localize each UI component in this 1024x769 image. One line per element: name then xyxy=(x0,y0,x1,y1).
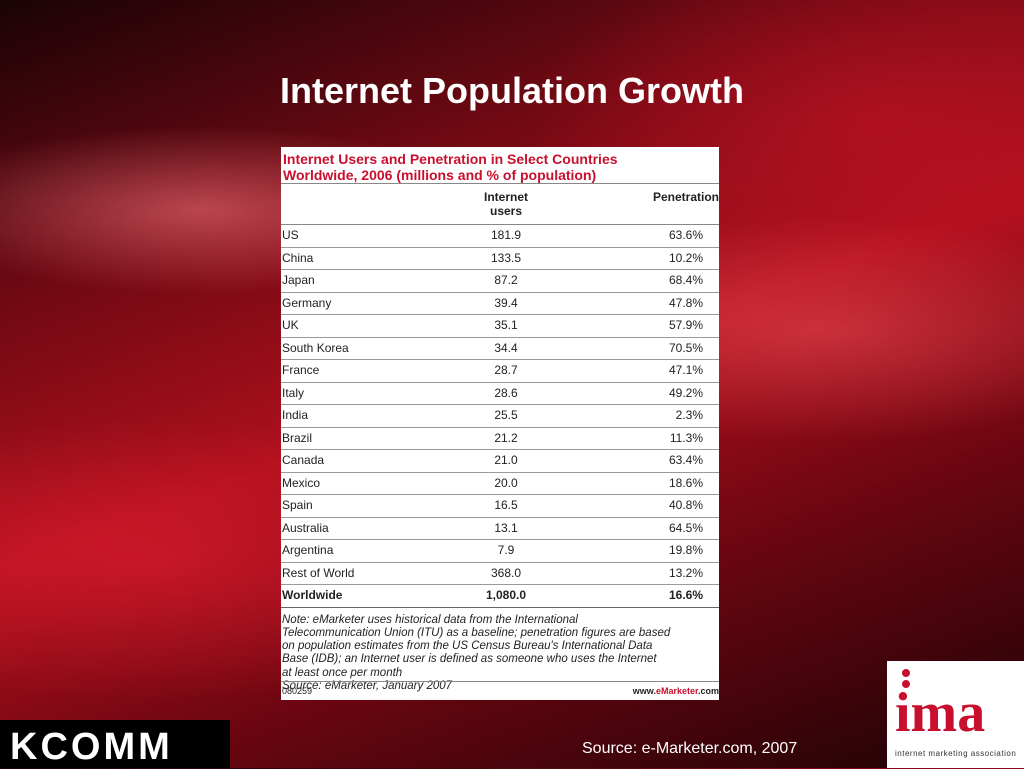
row-users: 16.5 xyxy=(494,498,518,512)
table-row: Japan 87.2 68.4% xyxy=(281,270,719,293)
row-country: France xyxy=(282,363,320,377)
table-row: US 181.9 63.6% xyxy=(281,225,719,248)
total-users: 1,080.0 xyxy=(485,588,527,602)
row-country: China xyxy=(282,250,314,265)
row-penetration: 70.5% xyxy=(668,340,703,355)
table-title-line-1: Internet Users and Penetration in Select… xyxy=(283,151,618,167)
ima-tagline: internet marketing association xyxy=(895,749,1017,758)
kcomm-logo: KCOMM xyxy=(0,720,230,768)
note-line: Source: eMarketer, January 2007 xyxy=(282,679,453,692)
ima-logo-text: ima xyxy=(895,682,986,744)
slide-title: Internet Population Growth xyxy=(280,70,744,111)
row-country: Japan xyxy=(282,273,315,287)
row-penetration: 11.3% xyxy=(669,430,703,445)
row-users: 181.9 xyxy=(490,228,522,242)
row-country: US xyxy=(282,228,299,242)
row-users: 34.4 xyxy=(494,340,518,355)
row-penetration: 47.1% xyxy=(668,363,703,377)
row-users: 39.4 xyxy=(494,295,518,310)
header-penetration: Penetration xyxy=(652,190,719,204)
note-line: Note: eMarketer uses historical data fro… xyxy=(282,613,578,626)
total-country: Worldwide xyxy=(282,588,343,602)
row-users: 28.6 xyxy=(494,385,518,400)
table-row: Rest of World 368.0 13.2% xyxy=(281,563,719,585)
table-row: Spain 16.5 40.8% xyxy=(281,495,719,518)
table-row: Argentina 7.9 19.8% xyxy=(281,540,719,563)
table-row: India 25.5 2.3% xyxy=(281,405,719,428)
row-country: Australia xyxy=(282,520,329,535)
row-penetration: 63.4% xyxy=(668,453,703,467)
table-row: France 28.7 47.1% xyxy=(281,360,719,383)
table-footer: 080259 www.eMarketer.com xyxy=(281,681,719,700)
table-row: South Korea 34.4 70.5% xyxy=(281,338,719,360)
row-penetration: 49.2% xyxy=(668,385,703,400)
row-penetration: 19.8% xyxy=(668,543,703,557)
row-users: 87.2 xyxy=(494,273,518,287)
row-country: Canada xyxy=(282,453,325,467)
header-users-line-1: Internet xyxy=(483,190,528,204)
row-penetration: 47.8% xyxy=(668,295,703,310)
table-row: Australia 13.1 64.5% xyxy=(281,518,719,540)
total-penetration: 16.6% xyxy=(668,588,703,602)
table-title-line-2: Worldwide, 2006 (millions and % of popul… xyxy=(283,167,597,183)
table-total-row: Worldwide 1,080.0 16.6% xyxy=(281,585,719,608)
row-users: 25.5 xyxy=(494,408,518,422)
row-users: 368.0 xyxy=(490,565,522,580)
source-caption: Source: e-Marketer.com, 2007 xyxy=(582,740,798,757)
header-users-line-2: users xyxy=(489,204,523,218)
ima-dots-icon xyxy=(902,669,910,688)
table-row: China 133.5 10.2% xyxy=(281,248,719,270)
row-users: 20.0 xyxy=(494,475,518,490)
ima-logo: ima internet marketing association xyxy=(887,661,1024,768)
row-penetration: 10.2% xyxy=(668,250,703,265)
row-country: India xyxy=(282,408,309,422)
table-row: Mexico 20.0 18.6% xyxy=(281,473,719,495)
row-penetration: 40.8% xyxy=(668,498,703,512)
row-penetration: 68.4% xyxy=(668,273,703,287)
table-row: Italy 28.6 49.2% xyxy=(281,383,719,405)
footer-site-suffix: .com xyxy=(697,686,719,696)
header-internet-users: Internet users xyxy=(456,190,556,218)
note-line: Telecommunication Union (ITU) as a basel… xyxy=(282,626,671,639)
row-users: 28.7 xyxy=(494,363,518,377)
row-country: South Korea xyxy=(282,340,349,355)
table-row: Canada 21.0 63.4% xyxy=(281,450,719,473)
row-users: 13.1 xyxy=(494,520,518,535)
table-row: Germany 39.4 47.8% xyxy=(281,293,719,315)
row-users: 35.1 xyxy=(494,318,518,332)
table-row: Brazil 21.2 11.3% xyxy=(281,428,719,450)
row-users: 133.5 xyxy=(490,250,522,265)
table-header: Internet users Penetration xyxy=(281,183,719,225)
table-note: Note: eMarketer uses historical data fro… xyxy=(281,608,719,692)
note-line: on population estimates from the US Cens… xyxy=(282,640,653,653)
row-penetration: 63.6% xyxy=(668,228,703,242)
kcomm-logo-text: KCOMM xyxy=(10,726,173,768)
row-country: Germany xyxy=(282,295,332,310)
row-country: Rest of World xyxy=(282,565,355,580)
row-penetration: 18.6% xyxy=(668,475,703,490)
table-title: Internet Users and Penetration in Select… xyxy=(281,147,719,183)
row-users: 21.2 xyxy=(494,430,518,445)
row-penetration: 13.2% xyxy=(668,565,703,580)
row-country: Mexico xyxy=(282,475,321,490)
row-users: 21.0 xyxy=(494,453,518,467)
row-penetration: 57.9% xyxy=(668,318,703,332)
row-country: Italy xyxy=(282,385,305,400)
row-country: UK xyxy=(282,318,299,332)
footer-id: 080259 xyxy=(282,686,313,696)
row-country: Argentina xyxy=(282,543,334,557)
footer-site-prefix: www. xyxy=(632,686,656,696)
data-table-card: Internet Users and Penetration in Select… xyxy=(281,147,719,700)
row-penetration: 2.3% xyxy=(675,408,703,422)
table-body: US 181.9 63.6% China 133.5 10.2% Japan 87.2 68.4… xyxy=(281,225,719,585)
row-country: Brazil xyxy=(282,430,313,445)
row-country: Spain xyxy=(282,498,313,512)
row-users: 7.9 xyxy=(497,543,515,557)
note-line: at least once per month xyxy=(282,666,403,679)
note-line: Base (IDB); an Internet user is defined … xyxy=(282,653,657,666)
footer-site: www.eMarketer.com xyxy=(633,682,719,700)
row-penetration: 64.5% xyxy=(668,520,703,535)
table-row: UK 35.1 57.9% xyxy=(281,315,719,338)
footer-site-brand: eMarketer xyxy=(655,686,698,696)
